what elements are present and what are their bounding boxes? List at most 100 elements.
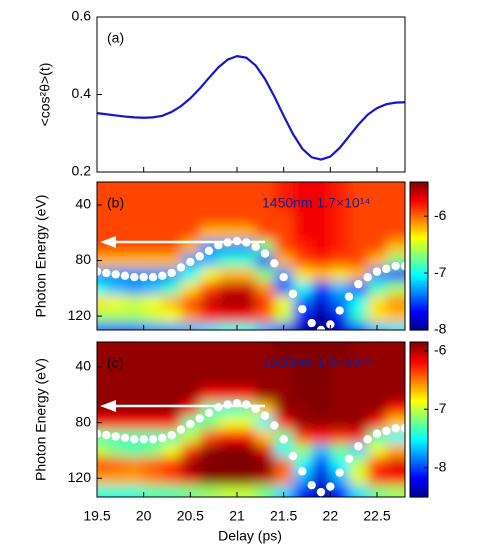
heat-cell <box>162 281 182 296</box>
y-tick-label: 0.2 <box>72 163 92 179</box>
colorbar-slice <box>410 223 428 227</box>
heat-cell <box>274 401 294 417</box>
heat-cell <box>255 211 275 227</box>
heat-cell <box>330 239 350 255</box>
heat-cell <box>293 471 313 486</box>
colorbar-slice <box>410 445 428 449</box>
heat-cell <box>330 281 350 296</box>
heat-cell <box>181 342 201 361</box>
heat-cell <box>97 457 107 472</box>
heat-cell <box>367 443 387 458</box>
colorbar-slice <box>410 275 428 279</box>
heat-cell <box>330 211 350 227</box>
heat-cell <box>255 281 275 296</box>
cutoff-dot <box>111 432 120 441</box>
heat-cell <box>367 211 387 227</box>
heat-cell <box>237 373 257 389</box>
heat-cell <box>125 360 145 375</box>
heat-cell <box>293 387 313 403</box>
colorbar-slice <box>410 473 428 477</box>
heat-cell <box>330 253 350 268</box>
colorbar-slice <box>410 440 428 444</box>
y-tick-label: 120 <box>68 307 92 323</box>
cutoff-dot <box>391 261 400 271</box>
colorbar-slice <box>410 290 428 294</box>
colorbar-slice <box>410 450 428 454</box>
heat-cell <box>367 360 387 375</box>
panel-label: 1450nm 1.7×10¹⁴ <box>262 195 370 211</box>
colorbar-slice <box>410 419 428 423</box>
cutoff-dot <box>223 400 232 409</box>
heat-cell <box>367 387 387 403</box>
heat-cell <box>125 323 145 330</box>
heat-cell <box>386 295 405 310</box>
heat-cell <box>293 457 313 472</box>
heat-cell <box>125 253 145 268</box>
cutoff-dot <box>307 480 316 490</box>
heat-cell <box>106 253 126 268</box>
colorbar-slice <box>410 305 428 309</box>
colorbar-slice <box>410 357 428 361</box>
x-tick-label: 20 <box>136 508 152 524</box>
heat-cell <box>293 197 313 213</box>
heat-cell <box>274 211 294 227</box>
heat-cell <box>349 253 369 268</box>
heat-cell <box>162 182 182 199</box>
colorbar-slice <box>410 468 428 472</box>
colorbar-slice <box>410 196 428 200</box>
heat-cell <box>255 323 275 330</box>
heat-cell <box>237 239 257 255</box>
axes-frame <box>96 341 406 498</box>
heat-cell <box>106 342 126 361</box>
heat-cell <box>237 360 257 375</box>
y-tick-label: 0.6 <box>72 8 92 24</box>
heat-cell <box>199 281 219 296</box>
colorbar-slice <box>410 401 428 405</box>
heat-cell <box>386 373 405 389</box>
heat-cell <box>237 267 257 282</box>
heat-cell <box>311 253 331 268</box>
cutoff-dot <box>130 435 139 444</box>
heat-cell <box>218 360 238 375</box>
arrow-head <box>100 236 116 248</box>
heat-cell <box>311 457 331 472</box>
heat-cell <box>255 387 275 403</box>
heat-cell <box>218 471 238 486</box>
cutoff-dot <box>335 306 344 315</box>
heat-cell <box>311 429 331 444</box>
heat-cell <box>330 485 350 497</box>
heat-cell <box>218 211 238 227</box>
heat-cell <box>237 443 257 458</box>
heat-cell <box>181 360 201 375</box>
heat-cell <box>237 471 257 486</box>
heat-cell <box>293 360 313 375</box>
panel-annotation: (c) <box>107 355 123 371</box>
colorbar-slice <box>410 414 428 418</box>
heat-cell <box>181 443 201 458</box>
heat-cell <box>349 225 369 241</box>
heat-cell <box>311 225 331 241</box>
heat-cell <box>274 471 294 486</box>
heat-cell <box>143 197 163 213</box>
cutoff-dot <box>186 257 195 267</box>
cutoff-dot <box>139 272 148 282</box>
heat-cell <box>386 471 405 486</box>
heat-cell <box>181 471 201 486</box>
colorbar-slice <box>410 486 428 490</box>
x-tick-label: 20.5 <box>177 508 204 524</box>
colorbar-slice <box>410 236 428 240</box>
colorbar-slice <box>410 422 428 426</box>
heat-cell <box>367 281 387 296</box>
heat-cell <box>311 471 331 486</box>
heat-cell <box>97 267 107 282</box>
heat-cell <box>367 401 387 417</box>
heat-cell <box>274 225 294 241</box>
heat-cell <box>386 415 405 431</box>
cutoff-dot <box>288 451 298 461</box>
heat-cell <box>255 225 275 241</box>
heat-cell <box>143 253 163 268</box>
heat-cell <box>255 471 275 486</box>
x-axis-label: Delay (ps) <box>218 528 282 544</box>
y-tick-label: 80 <box>75 251 91 267</box>
heat-cell <box>330 323 350 330</box>
